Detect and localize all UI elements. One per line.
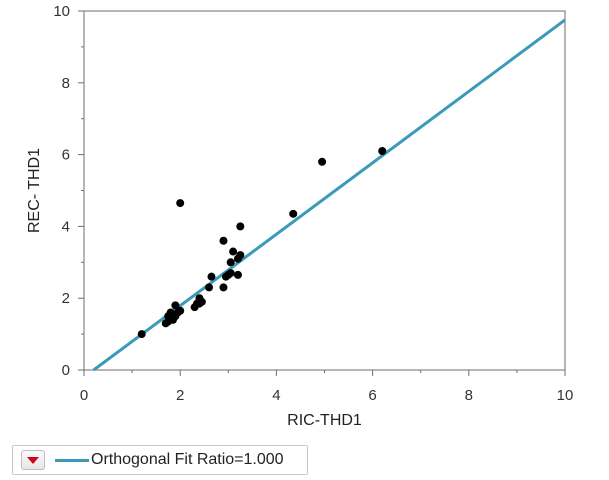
data-point [226,269,235,278]
data-point [318,157,327,166]
x-axis-title: RIC-THD1 [287,412,362,429]
y-tick-label: 10 [53,3,70,20]
data-point [229,247,238,256]
red-triangle-menu-button[interactable] [21,450,45,470]
data-point [236,251,245,260]
data-point [168,315,177,324]
data-point [378,147,387,156]
y-tick-label: 8 [62,75,70,92]
data-point [176,199,185,208]
data-point [219,283,228,292]
data-point [236,222,245,231]
legend-label: Orthogonal Fit Ratio=1.000 [91,451,284,468]
x-tick-label: 4 [272,387,280,404]
scatter-chart: 0 2 4 6 8 10 0 2 4 6 8 10 RIC-THD1 REC- THD1 [26,3,573,429]
data-point [219,236,228,245]
data-point [166,308,175,317]
data-points [137,147,387,339]
plot-frame [83,10,566,371]
y-tick-label: 2 [62,290,70,307]
data-point [233,270,242,279]
data-point [205,283,214,292]
data-point [226,258,235,267]
axis-ticks [78,10,566,376]
data-point [171,301,180,310]
x-tick-label: 10 [557,387,574,404]
x-tick-label: 6 [368,387,376,404]
data-point [289,209,298,218]
data-point [137,330,146,339]
data-point [176,306,185,315]
x-tick-label: 8 [465,387,473,404]
y-tick-label: 4 [62,218,70,235]
x-tick-label: 0 [80,387,88,404]
axis-tick-labels: 0 2 4 6 8 10 0 2 4 6 8 10 [53,3,573,404]
legend: Orthogonal Fit Ratio=1.000 [12,445,308,475]
x-tick-label: 2 [176,387,184,404]
y-tick-label: 0 [62,362,70,379]
red-triangle-menu-icon [27,456,39,464]
y-axis-title: REC- THD1 [26,148,43,233]
fit-line-swatch [55,458,89,462]
data-point [195,299,204,308]
data-point [207,272,216,281]
y-tick-label: 6 [62,147,70,164]
